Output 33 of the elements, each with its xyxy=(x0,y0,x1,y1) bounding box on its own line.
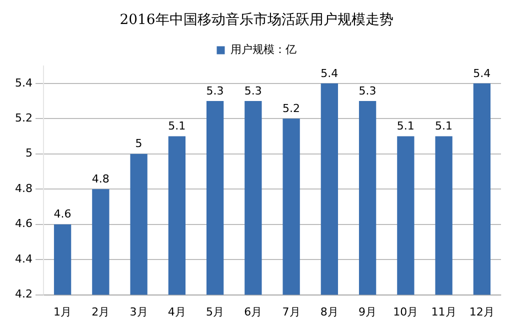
x-tick-label: 10月 xyxy=(393,305,418,318)
data-label: 5.1 xyxy=(168,120,186,133)
data-label: 5.1 xyxy=(435,120,453,133)
x-tick-label: 4月 xyxy=(168,305,186,318)
y-tick-label: 5 xyxy=(25,146,32,160)
x-tick-label: 6月 xyxy=(244,305,262,318)
y-tick-label: 4.4 xyxy=(14,252,32,266)
x-tick-label: 2月 xyxy=(92,305,110,318)
y-tick-label: 4.8 xyxy=(14,182,32,195)
data-label: 5.3 xyxy=(358,84,376,98)
data-label: 5.2 xyxy=(282,102,300,116)
y-tick-label: 4.6 xyxy=(14,217,32,230)
x-tick-label: 3月 xyxy=(130,305,148,318)
data-label: 4.8 xyxy=(92,172,110,186)
data-label: 5.4 xyxy=(320,66,338,80)
data-label: 5 xyxy=(135,137,142,150)
x-tick-label: 12月 xyxy=(469,305,494,318)
y-tick-label: 5.4 xyxy=(14,76,32,90)
x-tick-label: 7月 xyxy=(282,305,300,318)
x-tick-label: 11月 xyxy=(431,305,456,318)
data-label: 5.1 xyxy=(396,120,414,133)
data-label: 5.4 xyxy=(473,66,491,80)
legend-label: 用户规模：亿 xyxy=(230,43,296,56)
data-label: 5.3 xyxy=(244,84,262,98)
data-label: 4.6 xyxy=(54,208,72,221)
x-tick-label: 8月 xyxy=(320,305,338,318)
x-tick-label: 9月 xyxy=(358,305,377,318)
x-tick-label: 5月 xyxy=(206,305,224,318)
y-tick-label: 4.2 xyxy=(14,288,32,301)
data-label: 5.3 xyxy=(206,84,224,98)
x-tick-label: 1月 xyxy=(54,305,72,318)
y-tick-label: 5.2 xyxy=(14,112,32,125)
chart-title: 2016年中国移动音乐市场活跃用户规模走势 xyxy=(120,12,394,28)
